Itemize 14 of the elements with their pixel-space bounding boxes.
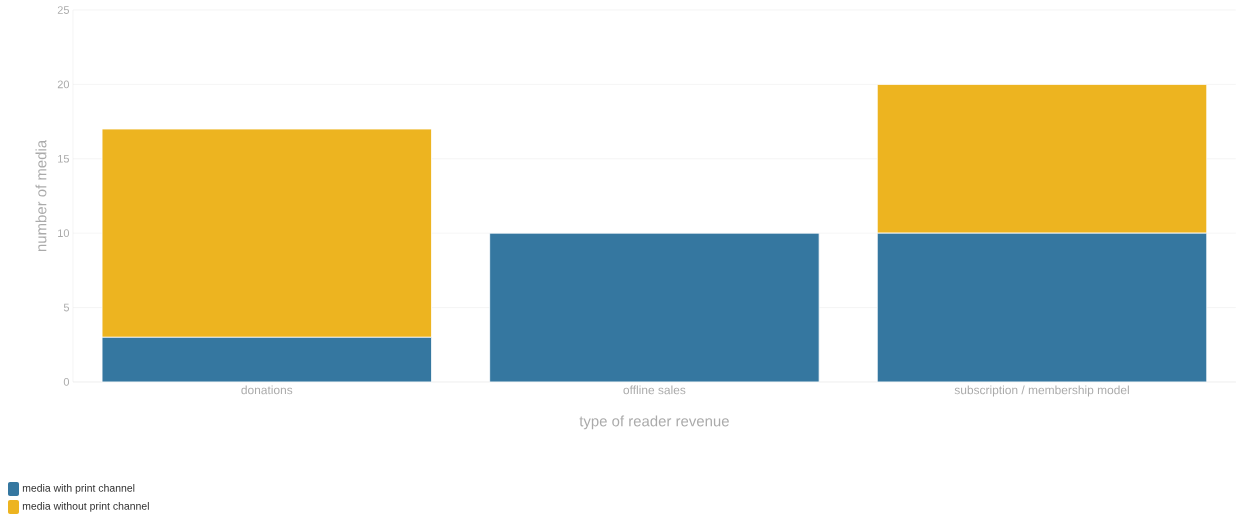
y-tick-label: 20 (57, 80, 70, 89)
y-tick-label: 25 (57, 6, 69, 14)
legend-label: media with print channel (22, 484, 135, 494)
x-tick-label: donations (241, 385, 293, 395)
bar (489, 232, 820, 383)
y-tick-label: 0 (63, 378, 70, 386)
y-tick-label: 5 (63, 303, 69, 312)
x-tick-label: subscription / membership model (954, 385, 1129, 397)
x-axis-title: type of reader revenue (579, 415, 729, 430)
y-axis-title: number of media (35, 139, 47, 252)
y-tick-label: 15 (58, 154, 69, 163)
legend-label: media without print channel (22, 502, 149, 512)
y-tick-label: 10 (58, 229, 70, 238)
x-tick-label: offline sales (623, 385, 686, 395)
